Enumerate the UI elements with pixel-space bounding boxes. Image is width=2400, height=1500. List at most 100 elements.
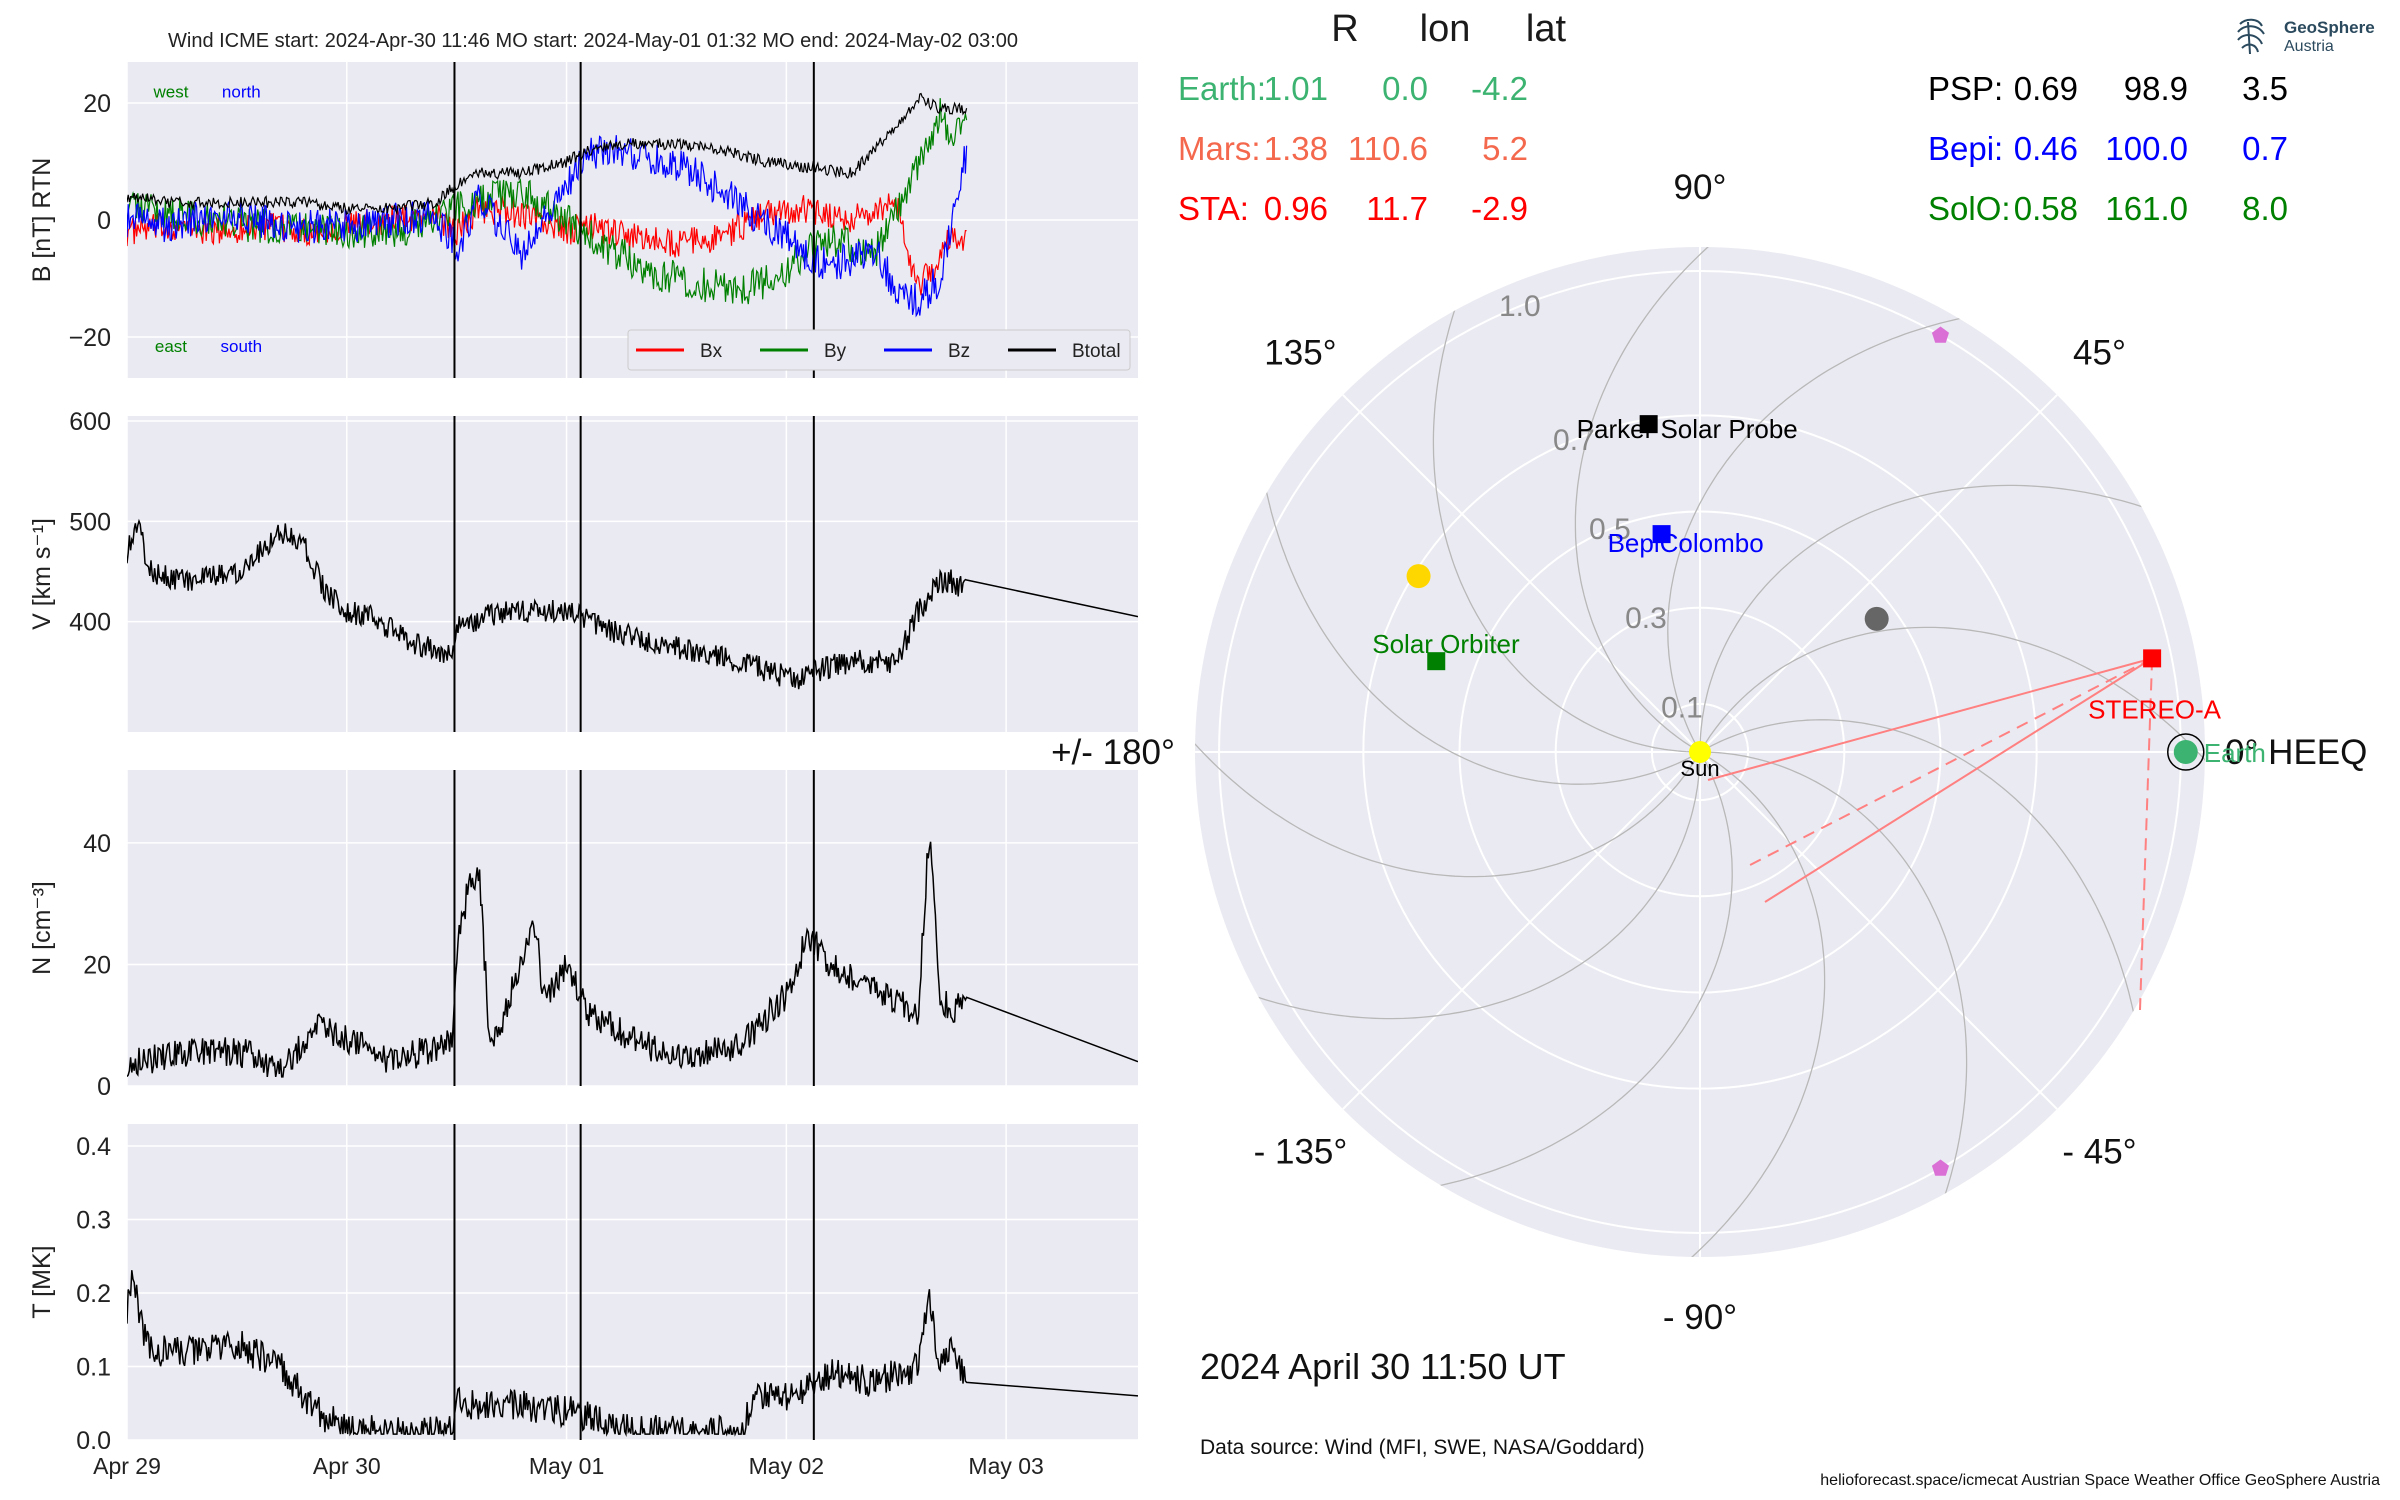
- position-right-lat: 3.5: [2242, 70, 2288, 107]
- y-tick-label: 40: [83, 830, 111, 858]
- data-source-label: Data source: Wind (MFI, SWE, NASA/Goddar…: [1200, 1436, 1645, 1459]
- position-left-name: Mars:: [1178, 130, 1261, 167]
- parker-spiral: [1432, 262, 1691, 753]
- position-left-r: 1.01: [1263, 70, 1328, 107]
- panel-background: [127, 1124, 1138, 1440]
- radial-tick-label: 0.3: [1625, 602, 1667, 635]
- logo-icon: [2237, 18, 2265, 55]
- datetime-label: 2024 April 30 11:50 UT: [1200, 1346, 1566, 1387]
- panel-background: [127, 416, 1138, 732]
- marker-venus: [1864, 606, 1889, 631]
- parker-spiral: [1195, 703, 1696, 878]
- label-earth: Earth: [2204, 738, 2266, 768]
- marker-earth: [2173, 740, 2198, 764]
- position-left-lon: 0.0: [1382, 70, 1428, 107]
- position-left-name: Earth:: [1178, 70, 1267, 107]
- label-parker-solar-probe: Parker Solar Probe: [1577, 414, 1798, 444]
- logo-name: GeoSphere: [2284, 18, 2375, 37]
- y-tick-label: 0: [97, 207, 111, 235]
- position-right-r: 0.46: [2013, 130, 2078, 167]
- radial-tick-label: 1.0: [1499, 290, 1541, 323]
- legend-label-by: By: [824, 341, 847, 362]
- legend-label-bz: Bz: [948, 341, 970, 362]
- panel-v: [126, 416, 1138, 732]
- marker-sun: [1689, 741, 1711, 763]
- series-line-btotal: [127, 92, 968, 216]
- marker-l5: [1931, 1159, 1949, 1176]
- logo-subtitle: Austria: [2284, 38, 2334, 55]
- panel-annotation: east: [155, 337, 187, 356]
- y-tick-label: 0.2: [76, 1280, 111, 1308]
- position-right-r: 0.58: [2013, 190, 2078, 227]
- y-tick-label: 20: [83, 951, 111, 979]
- parker-spiral: [1389, 760, 1733, 1195]
- stereo-a-fov-line: [1764, 657, 2153, 903]
- label-solar-orbiter: Solar Orbiter: [1372, 629, 1520, 659]
- position-right-name: Bepi:: [1928, 130, 2004, 167]
- position-left-r: 1.38: [1263, 130, 1328, 167]
- marker-solar-orbiter: [1427, 652, 1446, 671]
- position-left-r: 0.96: [1263, 190, 1328, 227]
- geosphere-logo: GeoSphere Austria: [2232, 14, 2382, 64]
- angle-label: - 135°: [1254, 1133, 1348, 1172]
- col-header-r: R: [1331, 8, 1359, 50]
- angle-label: - 90°: [1663, 1298, 1737, 1337]
- event-header: Wind ICME start: 2024-Apr-30 11:46 MO st…: [168, 30, 1019, 52]
- radial-tick-label: 0.5: [1589, 513, 1631, 546]
- radial-tick-label: 0.7: [1553, 424, 1595, 457]
- position-left-lat: -2.9: [1471, 190, 1528, 227]
- marker-stereo-a: [2143, 649, 2162, 668]
- angular-gridline: [1699, 394, 2058, 753]
- y-tick-label: 20: [83, 90, 111, 118]
- panel-annotation: west: [152, 82, 188, 101]
- parker-spiral: [1651, 756, 1826, 1257]
- parker-spiral: [1708, 719, 2143, 1063]
- position-left-lon: 11.7: [1366, 190, 1428, 227]
- marker-l4: [1931, 326, 1949, 343]
- legend-label-btotal: Btotal: [1072, 341, 1121, 362]
- y-tick-label: 0.3: [76, 1207, 111, 1235]
- angle-label: 135°: [1264, 333, 1336, 372]
- angular-gridline: [1342, 751, 1701, 1110]
- marker-mercury: [1406, 564, 1431, 589]
- label-stereo-a: STEREO-A: [2088, 694, 2222, 724]
- panel-n: [126, 770, 1138, 1087]
- marker-parker-solar-probe: [1639, 415, 1658, 434]
- parker-spiral: [1699, 484, 2190, 743]
- parker-spiral: [1574, 247, 1749, 748]
- earth-ring: [2167, 733, 2205, 771]
- y-axis-label: V [km s⁻¹]: [28, 518, 56, 630]
- angular-gridline: [1699, 751, 2058, 1110]
- parker-spiral: [1257, 441, 1692, 785]
- series-line-v: [127, 518, 1138, 690]
- legend-box: [627, 329, 1131, 371]
- position-left-lat: -4.2: [1471, 70, 1528, 107]
- y-tick-label: 0: [97, 1073, 111, 1101]
- position-right-name: SolO:: [1928, 190, 2011, 227]
- series-line-t: [127, 1270, 1138, 1438]
- col-header-lat: lat: [1525, 8, 1567, 50]
- position-left-name: STA:: [1178, 190, 1249, 227]
- angle-label: +/- 180°: [1051, 733, 1175, 772]
- stereo-a-fov-line: [1749, 657, 2153, 866]
- x-tick-label: Apr 29: [93, 1453, 161, 1479]
- y-tick-label: 0.4: [76, 1133, 111, 1161]
- position-right-name: PSP:: [1928, 70, 2004, 107]
- y-tick-label: 600: [69, 408, 111, 436]
- parker-spiral: [1709, 751, 1968, 1242]
- polar-plot: [1195, 247, 2205, 1257]
- legend-label-bx: Bx: [700, 341, 723, 362]
- y-tick-label: 500: [69, 508, 111, 536]
- x-tick-label: May 03: [968, 1453, 1043, 1479]
- angle-label: - 45°: [2062, 1133, 2136, 1172]
- position-right-r: 0.69: [2013, 70, 2078, 107]
- position-right-lon: 100.0: [2105, 130, 2188, 167]
- parker-spiral: [1667, 309, 2011, 744]
- position-right-lat: 0.7: [2242, 130, 2288, 167]
- y-tick-label: 400: [69, 609, 111, 637]
- y-tick-label: −20: [69, 324, 111, 352]
- y-axis-label: T [MK]: [28, 1245, 56, 1318]
- series-line-bz: [127, 135, 968, 318]
- panel-b: [126, 62, 1138, 378]
